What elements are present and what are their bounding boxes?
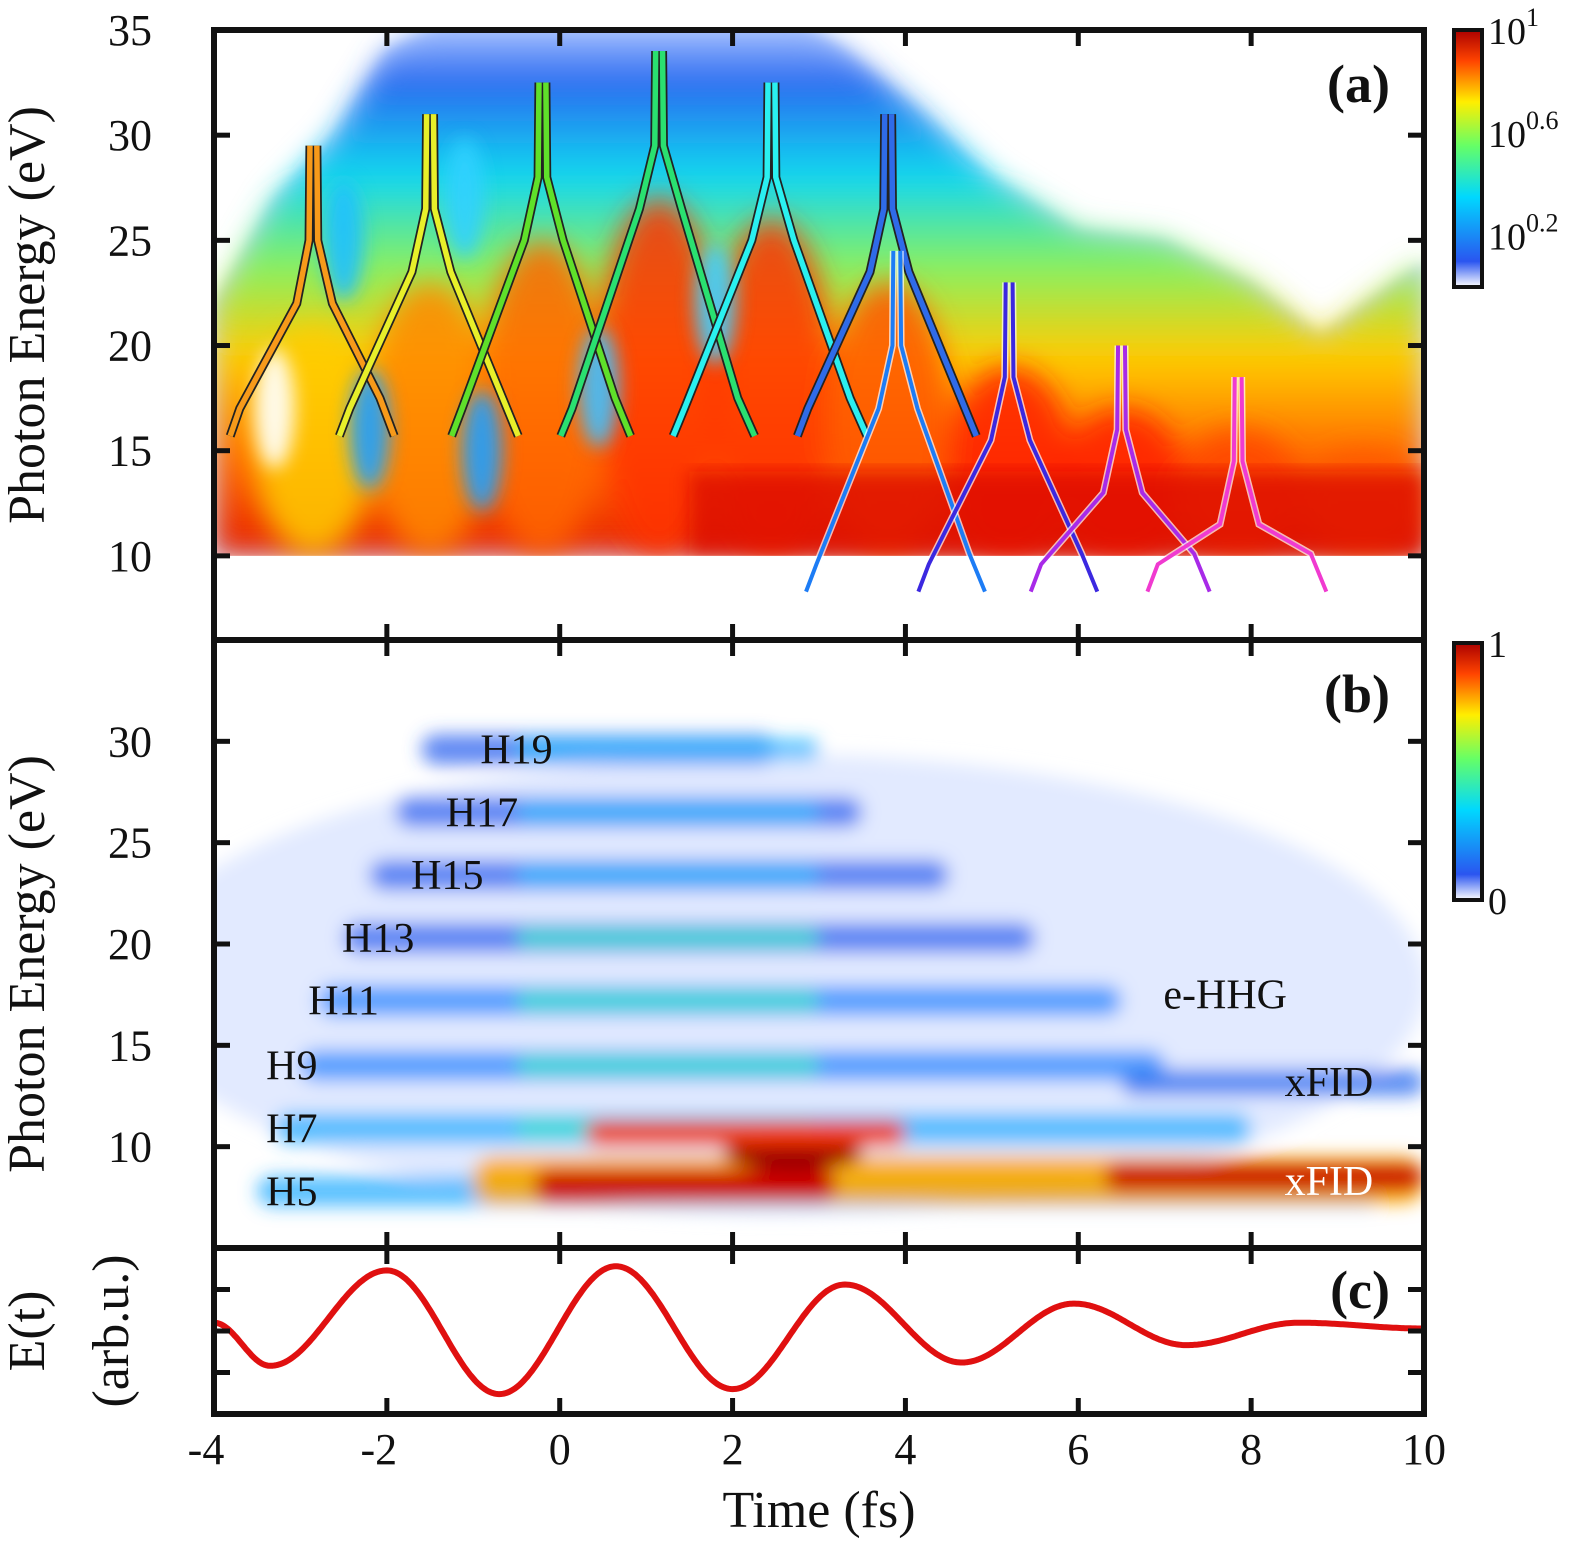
- x-tick-label: 8: [1240, 1425, 1262, 1474]
- x-tick-label: -4: [188, 1425, 225, 1474]
- heat-valley-a: [461, 390, 502, 511]
- panel-label-a: (a): [1327, 54, 1390, 114]
- harmonic-band-core: [516, 1055, 819, 1076]
- y-tick-label: 20: [108, 322, 152, 371]
- harmonic-band-core: [516, 865, 819, 886]
- annotation-label: e-HHG: [1163, 973, 1287, 1019]
- trajectory-8: [915, 282, 1101, 593]
- harmonic-label: H17: [446, 790, 518, 836]
- harmonic-label: H5: [266, 1169, 317, 1215]
- trajectory-6: [793, 114, 981, 438]
- annotation-label: xFID: [1285, 1060, 1374, 1106]
- trajectory-10: [1144, 377, 1330, 593]
- heat-valley-a: [254, 348, 295, 469]
- y-tick-label: 15: [108, 427, 152, 476]
- x-tick-labels: -4 -2 0 2 4 6 8 10: [188, 1425, 1446, 1474]
- field-curve: [214, 1263, 1424, 1398]
- y-tick-label: 25: [108, 216, 152, 265]
- colorbar-a: 101 100.6 100.2: [1452, 3, 1559, 289]
- colorbar-label: 0: [1488, 881, 1507, 923]
- x-axis-title: Time (fs): [722, 1482, 915, 1539]
- colorbar-label: 101: [1488, 3, 1539, 53]
- colorbar-frame: [1452, 28, 1484, 289]
- harmonic-band-core: [516, 927, 819, 948]
- y-tick-label: 25: [108, 819, 152, 868]
- harmonic-label: H19: [480, 727, 552, 773]
- y-tick-label: 20: [108, 920, 152, 969]
- panel-label-b: (b): [1324, 664, 1390, 724]
- axes-b: 10 15 20 25 30: [108, 637, 1427, 1251]
- colorbar-label: 100.6: [1488, 106, 1559, 156]
- colorbar-gradient: [1454, 643, 1482, 900]
- below-threshold-a: [214, 555, 1424, 640]
- trajectory-3: [447, 82, 635, 438]
- harmonic-label: H7: [266, 1106, 317, 1152]
- trajectory-5: [668, 82, 872, 438]
- harmonic-labels: H5 H7 H9 H11 H13 H15 H17 H19 e-HHG xFID xFID: [266, 727, 1373, 1215]
- y-axis-title-a: Photon Energy (eV): [0, 106, 56, 524]
- y-tick-label: 30: [108, 717, 152, 766]
- y-tick-label: 35: [108, 6, 152, 55]
- xfid-upper: [585, 1120, 906, 1147]
- y-axis-title-b: Photon Energy (eV): [0, 755, 56, 1173]
- heat-valley-a: [444, 138, 485, 259]
- x-tick-label: -2: [361, 1425, 398, 1474]
- y-tick-label: 15: [108, 1021, 152, 1070]
- x-tick-label: 4: [894, 1425, 916, 1474]
- x-tick-label: 2: [722, 1425, 744, 1474]
- heat-valley-a: [323, 180, 364, 301]
- panel-label-c: (c): [1330, 1260, 1390, 1320]
- trajectory-4: [556, 50, 759, 438]
- harmonic-label: H13: [342, 916, 414, 962]
- xfid-upper-2: [1121, 1069, 1424, 1096]
- x-tick-label: 10: [1402, 1425, 1446, 1474]
- heatmap-b: [214, 734, 1424, 1215]
- heat-lobe-a: [709, 219, 834, 556]
- harmonic-band-core: [516, 739, 819, 760]
- heat-lobe-a: [368, 282, 493, 556]
- x-tick-label: 0: [549, 1425, 571, 1474]
- trajectories-a: [225, 50, 1330, 593]
- y-axis-title-c-line2: (arb.u.): [83, 1254, 140, 1407]
- colorbar-label: 1: [1488, 624, 1507, 666]
- trajectory-1: [225, 145, 399, 438]
- trajectory-2: [335, 114, 523, 438]
- x-tick-label: 6: [1067, 1425, 1089, 1474]
- heat-lobe-a: [480, 240, 605, 556]
- y-tick-label: 10: [108, 532, 152, 581]
- colorbar-frame: [1452, 641, 1484, 902]
- annotation-label: xFID: [1285, 1159, 1374, 1205]
- harmonic-label: H11: [308, 979, 379, 1025]
- harmonic-band-core: [516, 990, 819, 1011]
- trajectory-7: [802, 250, 989, 593]
- colorbar-gradient: [1454, 30, 1482, 287]
- harmonic-label: H15: [411, 853, 483, 899]
- harmonic-band-core: [516, 802, 819, 823]
- heat-lobe-a: [597, 198, 722, 556]
- trajectory-9: [1027, 345, 1213, 593]
- colorbar-label: 100.2: [1488, 209, 1559, 259]
- y-axis-title-c-line1: E(t): [0, 1291, 56, 1372]
- xfid-core-2: [1104, 1162, 1424, 1192]
- colorbar-b: 10: [1452, 624, 1507, 923]
- y-tick-label: 30: [108, 111, 152, 160]
- xfid-core-1: [533, 1168, 837, 1202]
- panel-c: (c) E(t) (arb.u.) -4 -2 0 2 4 6 8 10 Time (fs): [0, 1245, 1446, 1539]
- y-tick-label: 10: [108, 1123, 152, 1172]
- field-curve-line: [214, 1263, 1424, 1398]
- axes-c: [211, 1245, 1427, 1417]
- harmonic-label: H9: [266, 1044, 317, 1090]
